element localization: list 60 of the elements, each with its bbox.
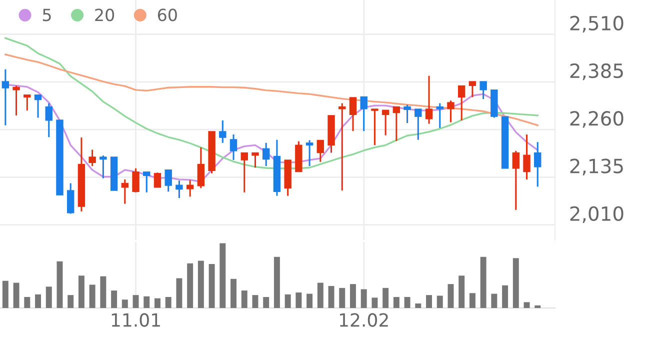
bar [252,295,258,308]
bar [100,276,106,308]
bar [393,297,400,308]
bar [284,294,291,308]
bar [24,297,30,308]
bar [512,258,519,308]
bar [198,260,204,308]
bar [524,302,530,308]
legend-label: 5 [42,8,51,22]
bar [491,294,498,308]
bar [230,278,236,308]
bar [382,288,389,308]
bar [13,282,20,308]
bar [339,288,346,308]
bar [2,280,8,308]
bar [436,296,443,308]
bar [220,243,226,308]
bar [68,295,74,308]
bar [56,261,63,308]
legend-label: 20 [95,8,114,22]
bar [46,286,52,308]
y-tick-label: 2,385 [570,63,623,80]
bar [448,284,454,308]
bar [306,294,313,308]
y-tick-label: 2,510 [570,16,624,32]
bar [502,285,508,308]
bar [165,297,172,308]
bar [426,295,432,308]
bar [78,276,84,308]
bar [89,284,96,308]
bar [111,290,118,308]
bar [415,303,422,308]
x-tick-label: 12.02 [340,313,388,327]
bar [122,300,128,308]
bar [404,297,410,308]
bar [469,293,476,308]
bar [144,296,150,308]
legend-label: 60 [158,8,177,22]
x-tick-label: 11.01 [112,313,160,327]
y-tick-label: 2,260 [570,111,624,128]
bar [241,290,248,308]
bar [296,292,302,308]
bar [208,264,215,308]
bar [328,286,334,308]
bar [263,297,270,308]
bar [317,282,324,308]
bar [480,256,486,308]
bar [372,298,378,308]
bar [176,278,182,308]
bar [534,305,541,308]
bar [187,263,194,308]
bar [35,294,41,308]
bar [274,256,280,308]
bar [132,295,139,308]
bar [360,289,367,308]
bar [458,276,465,308]
bar [154,298,160,308]
y-tick-label: 2,010 [570,206,624,223]
y-tick-label: 2,135 [570,158,623,176]
bar [350,284,356,308]
